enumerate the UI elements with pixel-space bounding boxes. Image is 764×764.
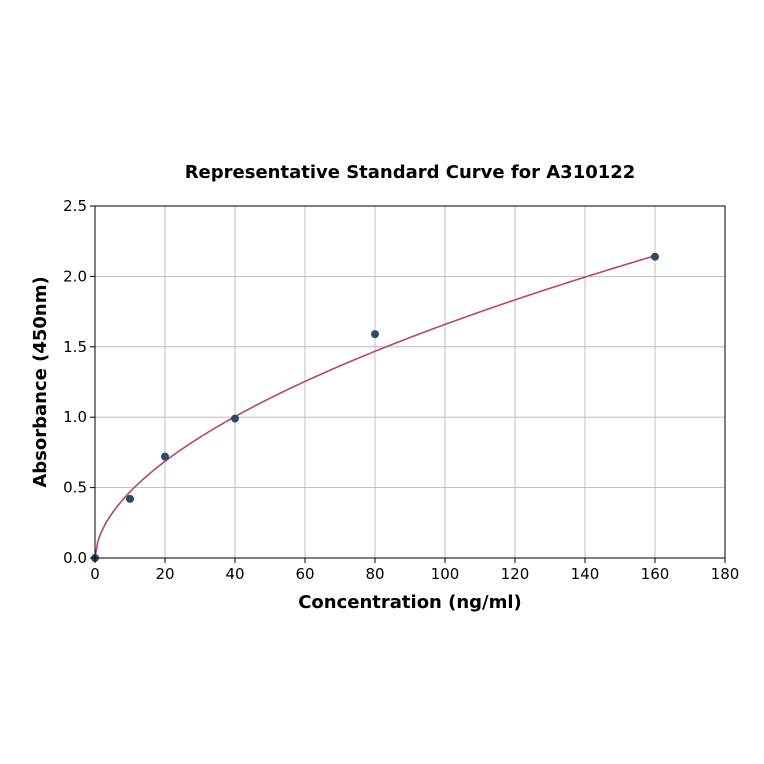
data-point <box>651 252 659 261</box>
y-tick-label: 0.5 <box>63 479 87 497</box>
fit-curve-line <box>94 255 656 559</box>
x-tick-label: 20 <box>155 565 174 583</box>
y-axis-ticks: 0.0 0.5 1.0 1.5 2.0 2.5 <box>63 197 95 567</box>
x-tick-label: 40 <box>225 565 244 583</box>
y-axis-label: Absorbance (450nm) <box>30 276 51 487</box>
x-tick-label: 160 <box>641 565 670 583</box>
x-tick-label: 80 <box>365 565 384 583</box>
data-point <box>231 414 239 423</box>
data-point <box>126 494 134 503</box>
data-point <box>161 452 169 461</box>
data-points <box>91 252 659 562</box>
x-axis-ticks: 0 20 40 60 80 100 120 140 160 180 <box>90 558 739 583</box>
plot-frame <box>94 205 726 559</box>
y-tick-label: 2.5 <box>63 197 87 215</box>
x-axis-label: Concentration (ng/ml) <box>298 592 522 613</box>
data-point <box>371 330 379 339</box>
y-tick-label: 0.0 <box>63 549 87 567</box>
y-tick-label: 2.0 <box>63 267 87 285</box>
x-tick-label: 0 <box>90 565 100 583</box>
grid <box>94 205 726 559</box>
x-tick-label: 60 <box>295 565 314 583</box>
x-tick-label: 100 <box>431 565 460 583</box>
x-tick-label: 120 <box>501 565 530 583</box>
x-tick-label: 140 <box>571 565 600 583</box>
x-tick-label: 180 <box>711 565 740 583</box>
fit-curve-layer <box>94 255 656 559</box>
chart-title: Representative Standard Curve for A31012… <box>185 162 636 183</box>
y-tick-label: 1.0 <box>63 408 87 426</box>
y-tick-label: 1.5 <box>63 338 87 356</box>
